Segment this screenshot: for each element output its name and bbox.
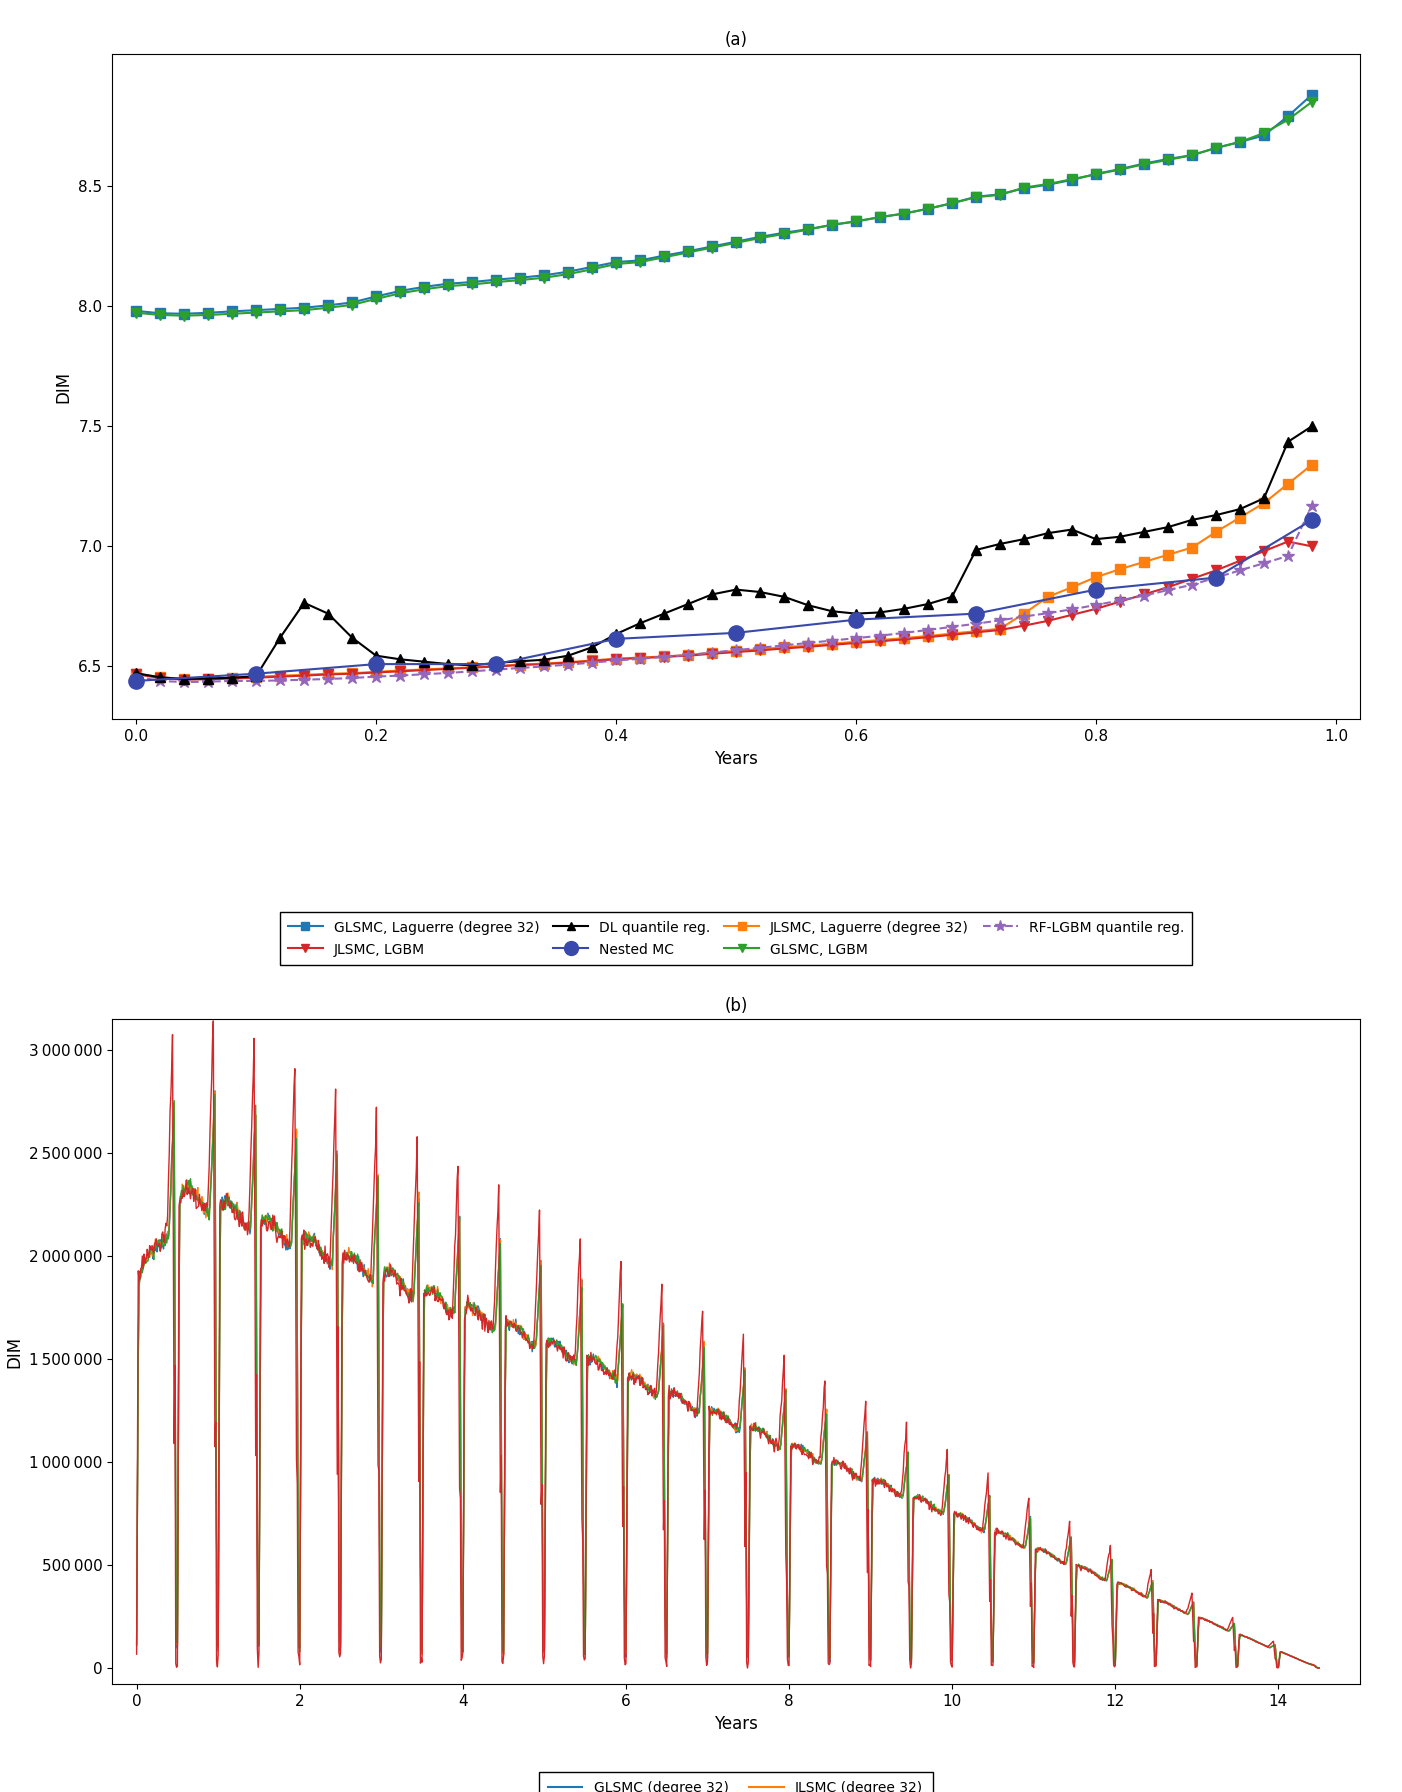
RF quantile reg. <box>531 1263 548 1285</box>
Y-axis label: DIM: DIM <box>6 1335 24 1367</box>
GLSMC (degree 32) <box>545 1328 562 1349</box>
GLSMC (degree 32) <box>721 1412 737 1434</box>
JLSMC (degree 32) <box>545 1331 562 1353</box>
Y-axis label: DIM: DIM <box>55 371 73 403</box>
JLSMC (degree 32) <box>1311 1658 1328 1679</box>
GLSMC (degree 32) <box>1311 1658 1328 1679</box>
RF quantile reg. <box>206 1084 223 1106</box>
RF quantile reg. <box>841 1459 858 1480</box>
Title: (a): (a) <box>725 32 747 50</box>
JLSMC (degree 32) <box>206 1081 223 1102</box>
Deep quantile reg. <box>128 1643 144 1665</box>
GLSMC (degree 32) <box>666 1385 683 1407</box>
Legend: GLSMC (degree 32), RF quantile reg., JLSMC (degree 32), Deep quantile reg.: GLSMC (degree 32), RF quantile reg., JLS… <box>540 1772 932 1792</box>
X-axis label: Years: Years <box>714 1715 758 1733</box>
GLSMC (degree 32) <box>206 1081 223 1102</box>
Deep quantile reg. <box>739 1658 756 1679</box>
Line: JLSMC (degree 32): JLSMC (degree 32) <box>136 1091 1319 1668</box>
RF quantile reg. <box>491 1256 508 1278</box>
Deep quantile reg. <box>666 1376 683 1398</box>
RF quantile reg. <box>666 1380 683 1401</box>
JLSMC (degree 32) <box>491 1258 508 1279</box>
GLSMC (degree 32) <box>491 1254 508 1276</box>
RF quantile reg. <box>545 1331 562 1353</box>
Deep quantile reg. <box>531 1351 548 1373</box>
Deep quantile reg. <box>721 1410 737 1432</box>
Deep quantile reg. <box>491 1174 508 1195</box>
Title: (b): (b) <box>725 996 747 1014</box>
JLSMC (degree 32) <box>841 1460 858 1482</box>
Deep quantile reg. <box>1311 1658 1328 1679</box>
RF quantile reg. <box>128 1636 144 1658</box>
JLSMC (degree 32) <box>128 1634 144 1656</box>
GLSMC (degree 32) <box>531 1263 548 1285</box>
RF quantile reg. <box>721 1407 737 1428</box>
GLSMC (degree 32) <box>128 1633 144 1654</box>
RF quantile reg. <box>1311 1658 1328 1679</box>
JLSMC (degree 32) <box>666 1382 683 1403</box>
Legend: GLSMC, Laguerre (degree 32), JLSMC, LGBM, DL quantile reg., Nested MC, JLSMC, La: GLSMC, Laguerre (degree 32), JLSMC, LGBM… <box>279 912 1193 966</box>
Deep quantile reg. <box>843 1460 859 1482</box>
GLSMC (degree 32) <box>841 1462 858 1484</box>
JLSMC (degree 32) <box>721 1410 737 1432</box>
Deep quantile reg. <box>205 1011 222 1032</box>
Line: Deep quantile reg.: Deep quantile reg. <box>136 1021 1319 1668</box>
JLSMC (degree 32) <box>531 1262 548 1283</box>
X-axis label: Years: Years <box>714 749 758 767</box>
Deep quantile reg. <box>545 1331 562 1353</box>
Line: RF quantile reg.: RF quantile reg. <box>136 1095 1319 1668</box>
Line: GLSMC (degree 32): GLSMC (degree 32) <box>136 1091 1319 1668</box>
